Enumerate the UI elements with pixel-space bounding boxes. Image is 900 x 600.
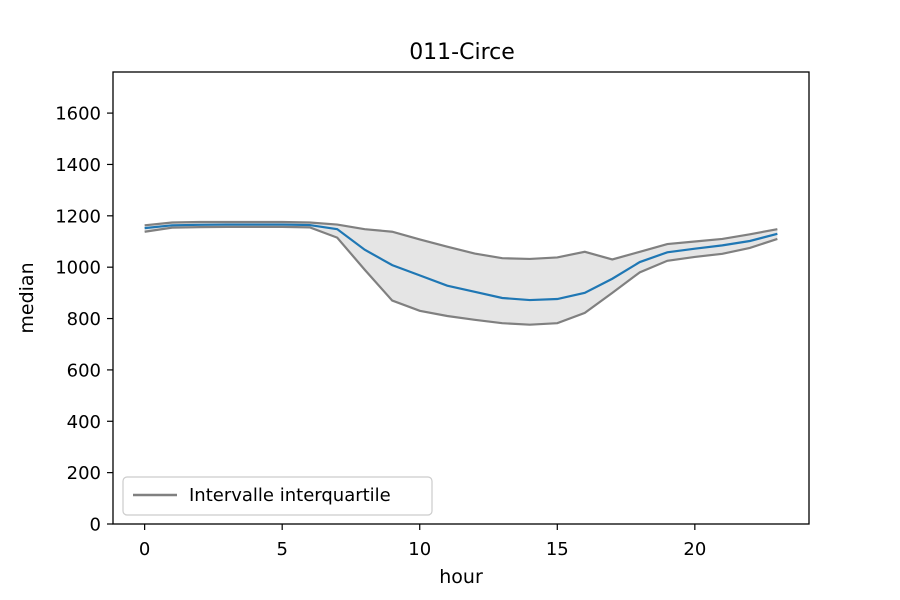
series-line-median	[144, 223, 778, 302]
y-tick-label: 1400	[55, 155, 101, 176]
y-tick-label: 1600	[55, 104, 101, 125]
y-axis: 0 200 400 600 800 1000 1200 1400 1600	[55, 104, 113, 536]
legend: Intervalle interquartile	[122, 476, 433, 516]
y-tick-label: 0	[90, 515, 101, 536]
x-axis: 0 5 10 15 20	[139, 524, 706, 560]
x-tick-label: 15	[546, 539, 569, 560]
x-tick-label: 20	[683, 539, 706, 560]
y-tick-label: 400	[67, 412, 101, 433]
legend-box	[122, 476, 433, 516]
y-axis-label: median	[16, 262, 38, 333]
interquartile-band	[144, 221, 778, 325]
y-tick-label: 1000	[55, 258, 101, 279]
x-tick-label: 10	[408, 539, 431, 560]
series-line-q3	[144, 220, 778, 261]
plot-frame	[112, 71, 810, 525]
x-tick-label: 0	[139, 539, 150, 560]
chart-title: 011-Circe	[409, 40, 515, 65]
y-tick-label: 200	[67, 463, 101, 484]
y-tick-label: 800	[67, 309, 101, 330]
x-axis-label: hour	[439, 566, 483, 588]
plot-area	[144, 220, 778, 326]
legend-label-iqr: Intervalle interquartile	[189, 485, 391, 506]
y-tick-label: 1200	[55, 206, 101, 227]
y-tick-label: 600	[67, 360, 101, 381]
series-line-q1	[144, 225, 778, 326]
x-tick-label: 5	[276, 539, 287, 560]
